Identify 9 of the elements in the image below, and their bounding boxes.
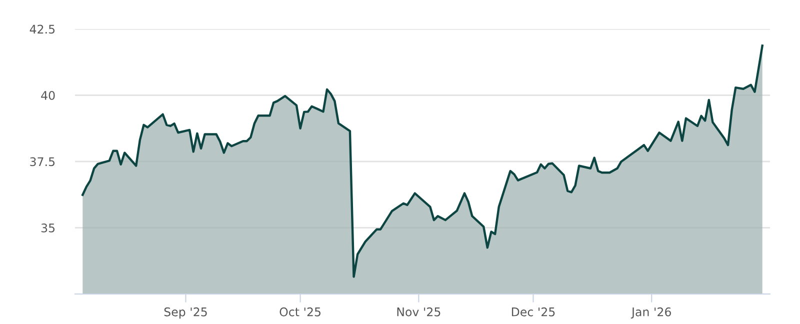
y-tick-label: 42.5	[30, 24, 55, 34]
x-tick-label: Nov '25	[397, 307, 440, 316]
y-tick-label: 40	[41, 90, 55, 100]
x-tick-label: Dec '25	[512, 307, 555, 316]
x-tick-label: Jan '26	[630, 307, 671, 319]
y-tick-label: 37.5	[30, 157, 55, 166]
y-tick-label: 35	[41, 223, 55, 232]
x-tick-label: Sep '25	[164, 307, 207, 319]
x-tick-label: Oct '25	[280, 307, 320, 316]
